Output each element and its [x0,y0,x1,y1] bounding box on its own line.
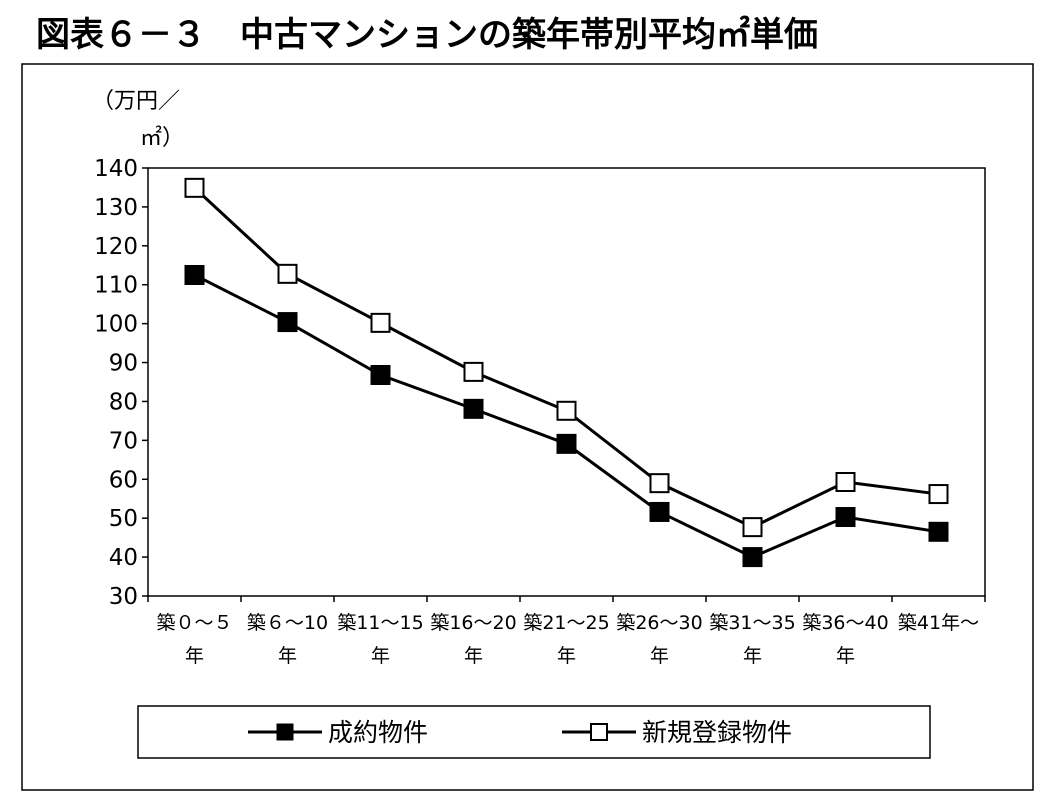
data-point-contracted [928,521,949,542]
chart-frame [21,63,1034,791]
x-tick-label: 築０～５ [156,612,232,634]
y-tick-label: 50 [109,506,138,532]
data-point-contracted [184,265,205,285]
x-tick-label: 築16～20 [430,612,516,634]
data-point-new-listing [277,263,298,284]
x-tick-label-line-2: 年 [371,645,390,667]
data-point-contracted [556,433,577,454]
y-unit-line-1: （万円／ [92,89,180,114]
data-point-new-listing [928,484,949,505]
data-point-contracted [835,507,856,528]
x-tick-label-line-2: 年 [464,645,483,667]
legend-item-contracted: 成約物件 [248,718,428,747]
data-point-contracted [277,312,298,333]
x-tick-label: 築36～40 [802,612,888,634]
data-point-new-listing [742,517,763,538]
filled-square-marker-icon [276,723,294,741]
y-tick-label: 120 [94,234,138,260]
x-tick-label: 築11～15 [337,612,423,634]
legend-label: 成約物件 [328,718,428,747]
data-point-new-listing [835,471,856,492]
x-tick-label-line-2: 年 [743,645,762,667]
plot-area [147,167,986,597]
y-tick-label: 100 [94,312,138,338]
y-unit-line-2: ㎡） [140,125,184,151]
x-tick-label: 築26～30 [616,612,702,634]
legend-item-new-listing: 新規登録物件 [562,718,792,747]
x-tick-label-line-2: 年 [650,645,669,667]
x-tick-label-line-2: 年 [185,645,204,667]
data-point-new-listing [649,473,670,494]
data-point-contracted [463,398,484,419]
data-point-new-listing [556,400,577,421]
legend-label: 新規登録物件 [642,718,792,747]
data-point-new-listing [184,177,205,198]
series-line-new-listing [193,186,939,529]
y-tick-label: 90 [109,351,138,377]
data-point-contracted [649,501,670,522]
y-tick-label: 130 [94,195,138,221]
data-point-new-listing [463,361,484,382]
x-tick-label: 築41年～ [898,612,979,634]
x-tick-label-line-2: 年 [278,645,297,667]
y-tick-label: 30 [109,584,138,610]
y-tick-label: 140 [94,156,138,182]
y-tick-label: 110 [94,273,138,299]
x-tick-label-line-2: 年 [557,645,576,667]
x-tick-label: 築31～35 [709,612,795,634]
legend-box [137,705,931,759]
data-point-contracted [370,364,391,385]
x-tick-label: 築６～10 [247,612,328,634]
y-tick-label: 70 [109,428,138,454]
y-tick-label: 40 [109,545,138,571]
open-square-marker-icon [590,723,608,741]
y-tick-label: 60 [109,467,138,493]
data-point-new-listing [370,312,391,333]
y-tick-label: 80 [109,389,138,415]
x-tick-label: 築21～25 [523,612,609,634]
x-tick-label-line-2: 年 [836,645,855,667]
chart-title: 図表６－３ 中古マンションの築年帯別平均㎡単価 [36,15,818,55]
data-point-contracted [742,547,763,568]
